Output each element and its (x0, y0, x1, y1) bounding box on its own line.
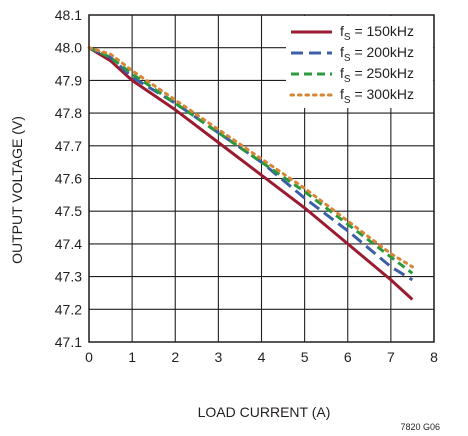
series-line-2 (88, 46, 414, 275)
y-tick-label-1: 47.2 (55, 301, 82, 317)
y-tick-label-2: 47.3 (55, 269, 82, 285)
x-tick-label-2: 2 (171, 349, 179, 365)
series-line-1 (88, 46, 414, 282)
y-tick-label-3: 47.4 (55, 236, 82, 252)
y-tick-label-8: 47.9 (55, 72, 82, 88)
x-tick-label-6: 6 (344, 349, 352, 365)
x-tick-label-3: 3 (214, 349, 222, 365)
y-tick-label-0: 47.1 (55, 334, 82, 350)
tick-labels: 0 1 2 3 4 5 6 7 8 47.1 47.2 47.3 47.4 47.5 47.6 47.7 47.… (55, 7, 438, 365)
series-line-0 (88, 46, 414, 301)
y-tick-label-5: 47.6 (55, 171, 82, 187)
y-tick-label-10: 48.1 (55, 7, 82, 23)
figure-id: 7820 G06 (400, 422, 440, 432)
legend-label-2: fS = 250kHz (340, 65, 414, 85)
y-tick-label-7: 47.8 (55, 105, 82, 121)
legend-label-0: fS = 150kHz (340, 23, 414, 43)
y-tick-label-4: 47.5 (55, 203, 82, 219)
y-axis-label: OUTPUT VOLTAGE (V) (9, 116, 25, 264)
plot-frame (88, 14, 435, 343)
y-tick-label-9: 48.0 (55, 40, 82, 56)
series-lines (87, 46, 414, 301)
x-tick-label-4: 4 (258, 349, 266, 365)
legend-label-3: fS = 300kHz (340, 86, 414, 106)
legend-label-1: fS = 200kHz (340, 44, 414, 64)
x-tick-label-8: 8 (430, 349, 438, 365)
x-tick-label-1: 1 (128, 349, 136, 365)
x-axis-label: LOAD CURRENT (A) (198, 404, 331, 420)
y-tick-label-6: 47.7 (55, 138, 82, 154)
series-line-3 (87, 46, 414, 269)
x-tick-label-5: 5 (301, 349, 309, 365)
x-tick-label-0: 0 (85, 349, 93, 365)
plot-border (88, 14, 435, 343)
x-tick-label-7: 7 (387, 349, 395, 365)
